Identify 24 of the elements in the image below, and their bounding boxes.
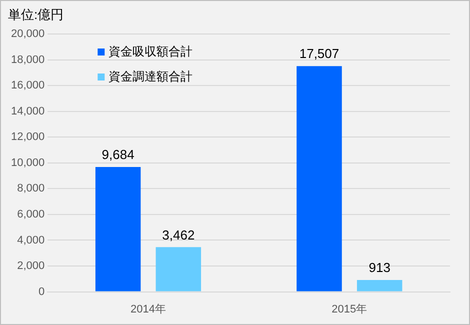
- y-axis-title: 単位:億円: [8, 6, 64, 24]
- bar: [95, 166, 141, 292]
- y-tick-label: 14,000: [10, 105, 45, 118]
- y-tick-label: 12,000: [10, 131, 45, 144]
- y-tick-label: 8,000: [17, 182, 45, 195]
- bar: [356, 280, 402, 292]
- bar: [156, 247, 202, 292]
- legend-label: 資金吸収額合計: [108, 44, 193, 58]
- y-tick-label: 4,000: [17, 234, 45, 246]
- data-label: 17,507: [299, 46, 340, 62]
- y-tick-label: 10,000: [10, 156, 45, 169]
- y-tick-label: 0: [38, 286, 45, 298]
- y-tick-label: 2,000: [17, 260, 45, 272]
- x-tick-label: 2014年: [130, 303, 166, 316]
- legend-label: 資金調達額合計: [108, 69, 193, 84]
- data-label: 3,462: [162, 227, 195, 242]
- data-label: 913: [368, 260, 390, 276]
- bar: [296, 66, 342, 292]
- y-tick-label: 16,000: [10, 80, 45, 92]
- data-label: 9,684: [102, 147, 134, 162]
- y-tick-label: 6,000: [17, 208, 45, 220]
- y-tick-label: 18,000: [10, 54, 45, 66]
- y-tick-label: 20,000: [10, 28, 45, 40]
- x-tick-label: 2015年: [332, 303, 368, 316]
